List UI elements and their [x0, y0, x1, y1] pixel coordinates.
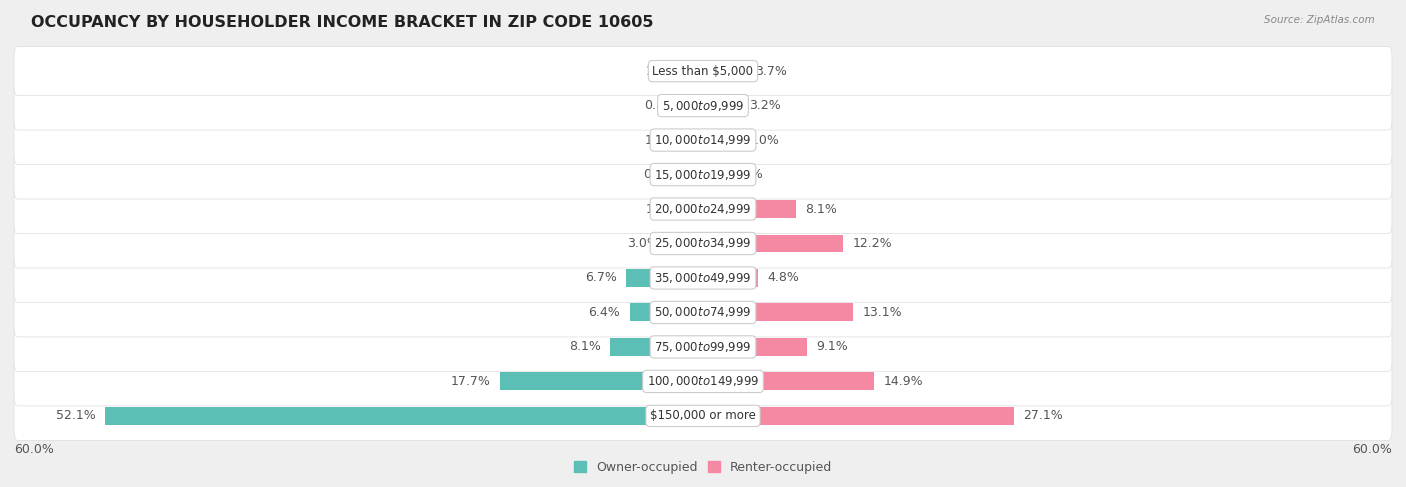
FancyBboxPatch shape: [14, 288, 1392, 337]
Bar: [703, 96, 740, 114]
Legend: Owner-occupied, Renter-occupied: Owner-occupied, Renter-occupied: [568, 456, 838, 479]
Text: $10,000 to $14,999: $10,000 to $14,999: [654, 133, 752, 147]
Text: $100,000 to $149,999: $100,000 to $149,999: [647, 375, 759, 389]
Text: 0.94%: 0.94%: [644, 168, 683, 181]
FancyBboxPatch shape: [14, 81, 1392, 130]
FancyBboxPatch shape: [14, 185, 1392, 233]
Bar: [686, 131, 703, 149]
Text: $15,000 to $19,999: $15,000 to $19,999: [654, 168, 752, 182]
Text: 1.4%: 1.4%: [645, 65, 678, 77]
Text: 3.0%: 3.0%: [627, 237, 659, 250]
Bar: [703, 200, 796, 218]
Text: 3.2%: 3.2%: [749, 99, 780, 112]
Bar: [693, 96, 703, 114]
Text: 0.85%: 0.85%: [644, 99, 685, 112]
Bar: [703, 303, 853, 321]
Text: Less than $5,000: Less than $5,000: [652, 65, 754, 77]
FancyBboxPatch shape: [14, 150, 1392, 199]
Text: 17.7%: 17.7%: [451, 375, 491, 388]
Text: 52.1%: 52.1%: [56, 410, 96, 422]
Bar: [610, 338, 703, 356]
FancyBboxPatch shape: [14, 357, 1392, 406]
Text: $35,000 to $49,999: $35,000 to $49,999: [654, 271, 752, 285]
Bar: [688, 200, 703, 218]
Bar: [626, 269, 703, 287]
Text: 3.7%: 3.7%: [755, 65, 786, 77]
FancyBboxPatch shape: [14, 219, 1392, 268]
Text: OCCUPANCY BY HOUSEHOLDER INCOME BRACKET IN ZIP CODE 10605: OCCUPANCY BY HOUSEHOLDER INCOME BRACKET …: [31, 15, 654, 30]
Bar: [703, 62, 745, 80]
Text: $150,000 or more: $150,000 or more: [650, 410, 756, 422]
Bar: [703, 373, 875, 391]
Text: 8.1%: 8.1%: [569, 340, 600, 354]
FancyBboxPatch shape: [14, 392, 1392, 440]
Text: 1.5%: 1.5%: [645, 133, 676, 147]
Text: 13.1%: 13.1%: [863, 306, 903, 319]
Bar: [703, 338, 807, 356]
Text: 8.1%: 8.1%: [806, 203, 837, 216]
Text: $20,000 to $24,999: $20,000 to $24,999: [654, 202, 752, 216]
FancyBboxPatch shape: [14, 254, 1392, 302]
Text: 14.9%: 14.9%: [883, 375, 922, 388]
Bar: [703, 407, 1014, 425]
Bar: [688, 62, 703, 80]
Text: 27.1%: 27.1%: [1024, 410, 1063, 422]
Bar: [669, 235, 703, 252]
Text: 6.7%: 6.7%: [585, 271, 617, 284]
Bar: [703, 131, 738, 149]
Text: 9.1%: 9.1%: [817, 340, 848, 354]
Bar: [703, 269, 758, 287]
Text: $5,000 to $9,999: $5,000 to $9,999: [662, 98, 744, 112]
Bar: [499, 373, 703, 391]
Text: 1.4%: 1.4%: [645, 203, 678, 216]
Bar: [630, 303, 703, 321]
Text: 6.4%: 6.4%: [589, 306, 620, 319]
Bar: [703, 166, 714, 184]
Text: $25,000 to $34,999: $25,000 to $34,999: [654, 237, 752, 250]
Text: 60.0%: 60.0%: [1353, 443, 1392, 456]
FancyBboxPatch shape: [14, 322, 1392, 372]
Text: 4.8%: 4.8%: [768, 271, 799, 284]
Text: 0.92%: 0.92%: [723, 168, 762, 181]
FancyBboxPatch shape: [14, 47, 1392, 95]
Text: 12.2%: 12.2%: [852, 237, 891, 250]
Text: $50,000 to $74,999: $50,000 to $74,999: [654, 305, 752, 319]
Text: 60.0%: 60.0%: [14, 443, 53, 456]
Text: 3.0%: 3.0%: [747, 133, 779, 147]
Text: Source: ZipAtlas.com: Source: ZipAtlas.com: [1264, 15, 1375, 25]
Bar: [105, 407, 703, 425]
Bar: [703, 235, 844, 252]
FancyBboxPatch shape: [14, 115, 1392, 165]
Bar: [692, 166, 703, 184]
Text: $75,000 to $99,999: $75,000 to $99,999: [654, 340, 752, 354]
